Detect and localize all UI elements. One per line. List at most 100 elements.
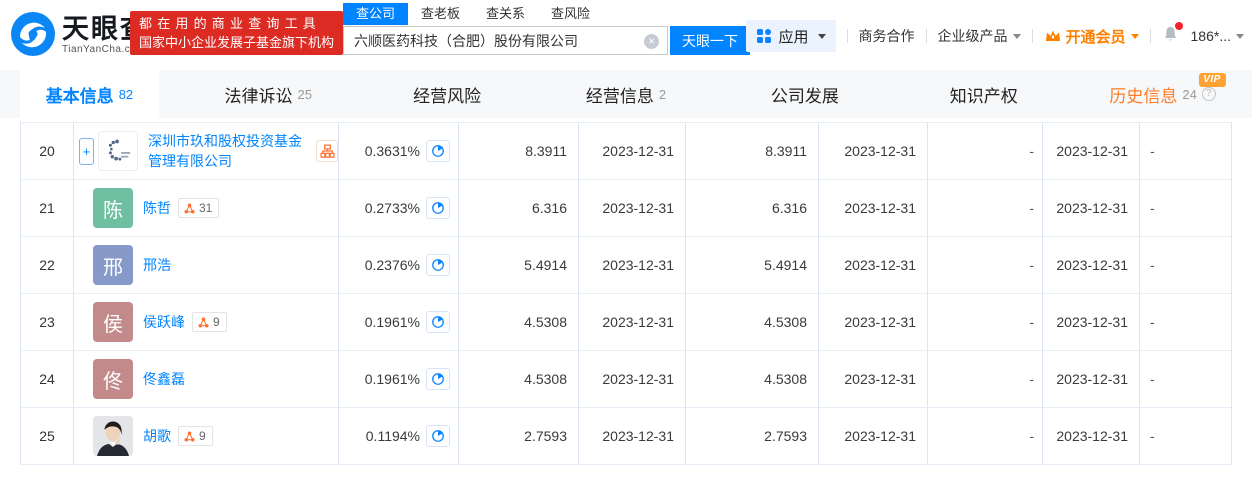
- relations-count: 9: [213, 315, 220, 329]
- divider: [1031, 29, 1033, 43]
- empty-value: -: [928, 351, 1043, 407]
- subscribed-capital: 4.5308: [459, 294, 579, 350]
- search-tab-risk[interactable]: 查风险: [551, 6, 591, 21]
- table-row: 21 陈 陈哲 31 0.2733%: [21, 180, 1231, 237]
- pie-chart-button[interactable]: [426, 140, 450, 162]
- subscribed-date: 2023-12-31: [579, 123, 686, 179]
- chevron-down-icon: [817, 33, 826, 39]
- relations-graph-icon: [184, 430, 195, 442]
- row-index: 22: [21, 237, 74, 293]
- equity-structure-button[interactable]: [316, 140, 338, 162]
- table-row: 22 邢 邢浩 0.2376% 5.4914 2023-12-31 5.4914…: [21, 237, 1231, 294]
- open-vip-menu[interactable]: 开通会员: [1044, 26, 1139, 47]
- person-photo-avatar[interactable]: [93, 416, 133, 456]
- row-index: 25: [21, 408, 74, 464]
- report-date: 2023-12-31: [1043, 237, 1140, 293]
- subscribed-capital: 8.3911: [459, 123, 579, 179]
- tab-company-development[interactable]: 公司发展: [770, 86, 839, 106]
- subscribed-date: 2023-12-31: [579, 237, 686, 293]
- row-index: 21: [21, 180, 74, 236]
- relations-badge[interactable]: 31: [178, 198, 220, 218]
- promo-banner: 都在用的商业查询工具 国家中小企业发展子基金旗下机构: [130, 11, 343, 55]
- tab-intellectual-property[interactable]: 知识产权: [949, 86, 1018, 106]
- search-input[interactable]: [344, 27, 667, 54]
- tianyancha-logo[interactable]: 天眼查 TianYanCha.com: [10, 11, 149, 57]
- apps-menu[interactable]: 应用: [746, 20, 836, 52]
- empty-value: -: [928, 237, 1043, 293]
- tab-business-info[interactable]: 经营信息 2: [585, 86, 667, 106]
- empty-value: -: [1150, 257, 1155, 273]
- shareholder-link[interactable]: 佟鑫磊: [143, 371, 185, 387]
- promo-line2: 国家中小企业发展子基金旗下机构: [139, 35, 335, 50]
- company-logo-avatar[interactable]: [98, 131, 138, 171]
- tab-history-info[interactable]: VIP 历史信息 24 ?: [1073, 70, 1252, 118]
- shareholding-ratio: 0.2733%: [364, 200, 420, 216]
- notification-dot: [1174, 21, 1183, 30]
- tab-basic-info[interactable]: 基本信息 82: [0, 70, 179, 118]
- row-index: 23: [21, 294, 74, 350]
- org-chart-icon: [320, 144, 334, 158]
- person-avatar[interactable]: 侯: [93, 302, 133, 342]
- relations-graph-icon: [198, 316, 209, 328]
- search-button[interactable]: 天眼一下: [670, 26, 750, 55]
- crown-icon: [1045, 30, 1060, 41]
- relations-badge[interactable]: 9: [178, 426, 213, 446]
- help-icon[interactable]: ?: [1201, 87, 1216, 101]
- table-row: 23 侯 侯跃峰 9 0.1961%: [21, 294, 1231, 351]
- subscribed-date: 2023-12-31: [579, 180, 686, 236]
- promo-line1: 都在用的商业查询工具: [139, 16, 322, 31]
- subscribed-capital: 6.316: [459, 180, 579, 236]
- shareholder-link[interactable]: 深圳市玖和股权投资基金管理有限公司: [148, 133, 302, 169]
- relations-graph-icon: [184, 202, 195, 214]
- notifications-bell[interactable]: [1162, 21, 1183, 48]
- person-avatar[interactable]: 陈: [93, 188, 133, 228]
- paid-date: 2023-12-31: [819, 351, 928, 407]
- empty-value: -: [928, 123, 1043, 179]
- person-avatar[interactable]: 佟: [93, 359, 133, 399]
- report-date: 2023-12-31: [1043, 180, 1140, 236]
- pie-chart-icon: [432, 202, 444, 214]
- search-tab-company[interactable]: 查公司: [343, 3, 409, 25]
- table-row: 20 + 深圳市玖和股权投资基金管理有限公司: [21, 123, 1231, 180]
- search-tab-relations[interactable]: 查关系: [486, 6, 526, 21]
- pie-chart-button[interactable]: [426, 311, 450, 333]
- bell-icon: [1164, 26, 1176, 41]
- shareholders-table: 20 + 深圳市玖和股权投资基金管理有限公司: [20, 122, 1232, 465]
- pie-chart-icon: [432, 259, 444, 271]
- divider: [1149, 29, 1151, 43]
- report-date: 2023-12-31: [1043, 123, 1140, 179]
- shareholder-link[interactable]: 胡歌: [143, 428, 171, 444]
- chevron-down-icon: [1130, 33, 1139, 39]
- person-avatar[interactable]: 邢: [93, 245, 133, 285]
- header-menu: 应用 商务合作 企业级产品 开通会员: [746, 19, 1244, 53]
- shareholding-ratio: 0.1961%: [364, 371, 420, 387]
- search-tab-boss[interactable]: 查老板: [421, 6, 461, 21]
- paid-date: 2023-12-31: [819, 408, 928, 464]
- tab-operation-risk[interactable]: 经营风险: [413, 86, 482, 106]
- relations-badge[interactable]: 9: [192, 312, 227, 332]
- empty-value: -: [928, 180, 1043, 236]
- chevron-down-icon: [1236, 33, 1244, 39]
- enterprise-products-menu[interactable]: 企业级产品: [938, 26, 1021, 46]
- pie-chart-button[interactable]: [426, 425, 450, 447]
- table-row: 25 胡歌 9: [21, 408, 1231, 465]
- shareholder-link[interactable]: 邢浩: [143, 257, 171, 273]
- report-date: 2023-12-31: [1043, 408, 1140, 464]
- tab-legal-litigation[interactable]: 法律诉讼 25: [224, 86, 313, 106]
- tianyancha-swirl-icon: [11, 12, 55, 56]
- biz-cooperation-link[interactable]: 商务合作: [858, 28, 915, 44]
- clear-search-icon[interactable]: ×: [644, 34, 659, 49]
- pie-chart-button[interactable]: [426, 197, 450, 219]
- expand-row-button[interactable]: +: [79, 137, 94, 165]
- site-header: 天眼查 TianYanCha.com 都在用的商业查询工具 国家中小企业发展子基…: [0, 0, 1252, 70]
- shareholder-link[interactable]: 陈哲: [143, 200, 171, 216]
- shareholder-link[interactable]: 侯跃峰: [143, 314, 185, 330]
- empty-value: -: [1150, 200, 1155, 216]
- table-row: 24 佟 佟鑫磊 0.1961% 4.5308 2023-12-31 4.530…: [21, 351, 1231, 408]
- pie-chart-button[interactable]: [426, 368, 450, 390]
- paid-date: 2023-12-31: [819, 180, 928, 236]
- pie-chart-button[interactable]: [426, 254, 450, 276]
- account-phone-menu[interactable]: 186*...: [1191, 28, 1244, 44]
- empty-value: -: [1150, 371, 1155, 387]
